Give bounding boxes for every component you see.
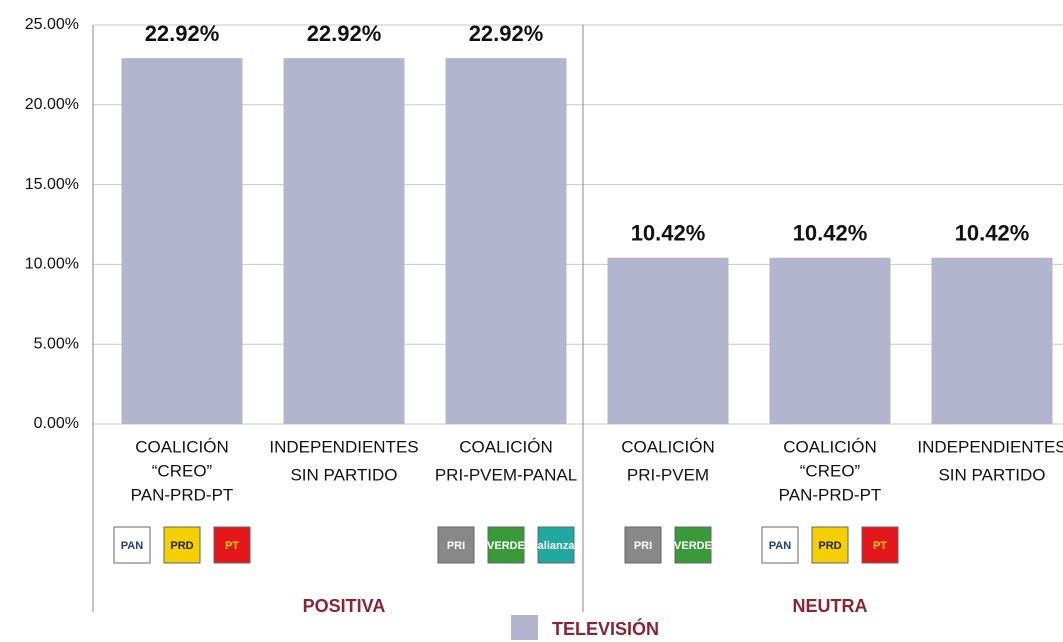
x-tick-label: “CREO” — [152, 461, 213, 480]
party-logo-text: PT — [873, 540, 887, 552]
x-tick-label: PRI-PVEM-PANAL — [435, 465, 577, 484]
legend-label: TELEVISIÓN — [552, 618, 659, 639]
party-logo — [163, 526, 201, 564]
y-tick-label: 5.00% — [34, 335, 79, 352]
x-tick-label: COALICIÓN — [621, 437, 715, 456]
x-tick-label: SIN PARTIDO — [938, 465, 1045, 484]
y-tick-label: 0.00% — [34, 415, 79, 432]
value-label: 10.42% — [793, 221, 868, 246]
party-logo-text: PRI — [447, 540, 465, 552]
party-logo — [113, 526, 151, 564]
party-logo — [811, 526, 849, 564]
party-logo-text: PRI — [634, 540, 652, 552]
x-tick-label: “CREO” — [800, 461, 861, 480]
party-logo — [213, 526, 251, 564]
bar — [931, 257, 1053, 424]
party-logo-text: PT — [225, 540, 239, 552]
x-tick-label: COALICIÓN — [783, 437, 877, 456]
party-logo — [537, 526, 575, 564]
party-logo — [487, 526, 525, 564]
x-tick-label: PAN-PRD-PT — [779, 485, 882, 504]
party-logo-text: alianza — [538, 540, 576, 552]
party-logo — [624, 526, 662, 564]
party-logo-text: PRD — [170, 540, 193, 552]
bar — [607, 257, 729, 424]
party-logo-text: VERDE — [487, 540, 525, 552]
party-logo-text: VERDE — [674, 540, 712, 552]
x-tick-label: PRI-PVEM — [627, 465, 709, 484]
bar — [769, 257, 891, 424]
group-label: NEUTRA — [793, 596, 868, 616]
party-logo — [861, 526, 899, 564]
x-tick-label: INDEPENDIENTES — [917, 437, 1063, 456]
y-tick-label: 25.00% — [25, 16, 79, 33]
party-logo-text: PAN — [121, 540, 143, 552]
value-label: 10.42% — [955, 221, 1030, 246]
x-tick-label: INDEPENDIENTES — [269, 437, 418, 456]
legend-swatch — [511, 615, 538, 640]
party-logo — [761, 526, 799, 564]
bar — [283, 58, 405, 424]
group-label: POSITIVA — [303, 596, 386, 616]
party-logo-text: PRD — [818, 540, 841, 552]
x-tick-label: SIN PARTIDO — [290, 465, 397, 484]
x-tick-label: PAN-PRD-PT — [131, 485, 234, 504]
y-tick-label: 10.00% — [25, 256, 79, 273]
x-tick-label: COALICIÓN — [135, 437, 229, 456]
value-label: 10.42% — [631, 221, 706, 246]
party-logo — [674, 526, 712, 564]
y-tick-label: 20.00% — [25, 96, 79, 113]
value-label: 22.92% — [145, 21, 220, 46]
bar — [121, 58, 243, 424]
bar — [445, 58, 567, 424]
x-tick-label: COALICIÓN — [459, 437, 553, 456]
value-label: 22.92% — [307, 21, 382, 46]
value-label: 22.92% — [469, 21, 544, 46]
party-logo — [437, 526, 475, 564]
y-tick-label: 15.00% — [25, 176, 79, 193]
party-logo-text: PAN — [769, 540, 791, 552]
